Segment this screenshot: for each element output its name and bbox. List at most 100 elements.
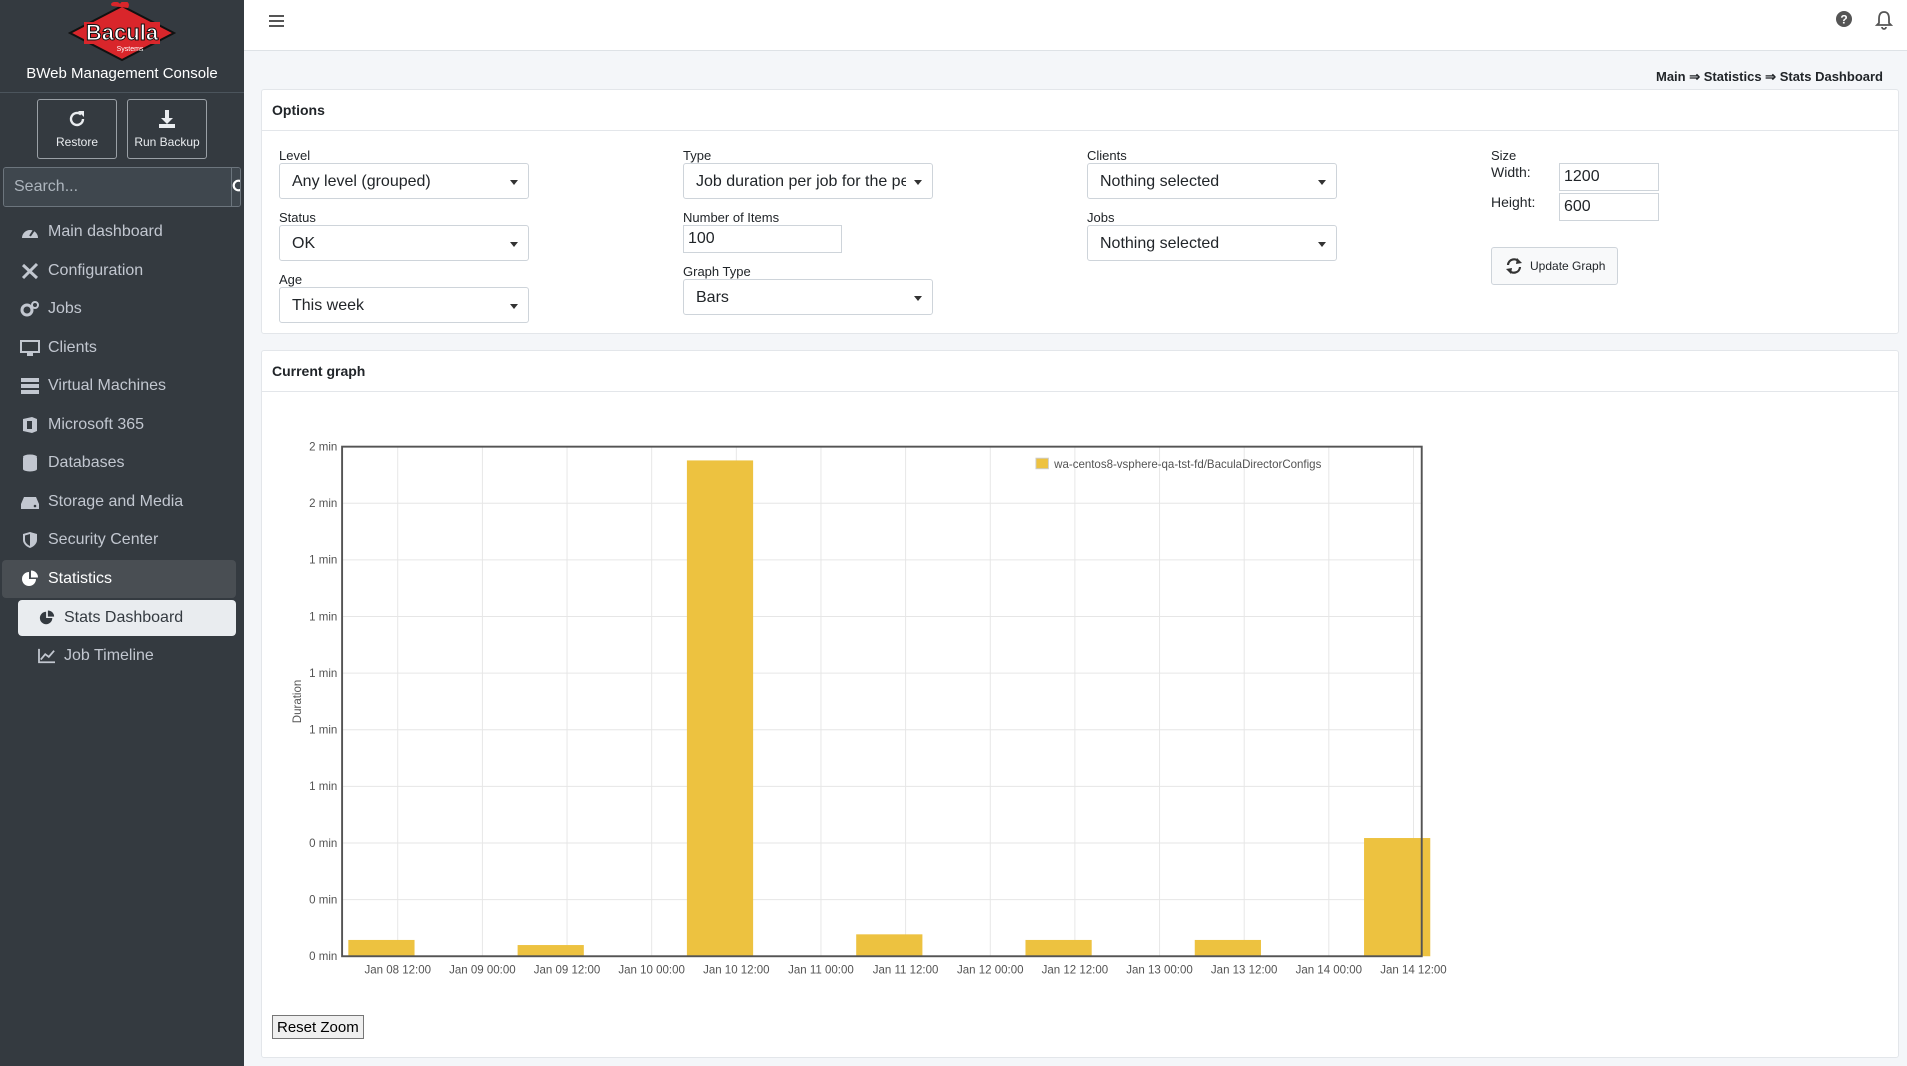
search-icon <box>232 179 240 192</box>
y-tick-label: 2 min <box>309 498 337 510</box>
update-graph-label: Update Graph <box>1530 259 1606 273</box>
topbar: ? <box>244 0 1907 51</box>
nav-microsoft-365[interactable]: Microsoft 365 <box>0 406 236 445</box>
line-chart-icon <box>38 648 55 664</box>
tools-icon <box>21 262 39 279</box>
x-tick-label: Jan 14 12:00 <box>1380 965 1447 977</box>
breadcrumb-current: Stats Dashboard <box>1779 69 1883 84</box>
run-backup-label: Run Backup <box>134 135 200 149</box>
status-label: Status <box>279 210 316 225</box>
x-tick-label: Jan 08 12:00 <box>364 965 431 977</box>
breadcrumb-separator: ⇒ <box>1761 69 1780 84</box>
nav-main-dashboard[interactable]: Main dashboard <box>0 213 236 252</box>
y-tick-label: 1 min <box>309 611 337 623</box>
search-group <box>3 167 241 207</box>
level-select[interactable]: Any level (grouped) <box>279 163 529 199</box>
nav-jobs[interactable]: Jobs <box>0 290 236 329</box>
jobs-select[interactable]: Nothing selected <box>1087 225 1337 261</box>
nav-label: Job Timeline <box>64 647 154 664</box>
y-tick-label: 1 min <box>309 668 337 680</box>
logo-area: Bacula Systems BWeb Management Console <box>0 0 244 93</box>
nav-job-timeline[interactable]: Job Timeline <box>18 638 236 674</box>
jobs-value: Nothing selected <box>1100 235 1220 252</box>
graph-card: Current graph 0 min 0 min 0 min 1 min 1 min 1… <box>261 350 1899 1058</box>
restore-button[interactable]: Restore <box>37 99 117 159</box>
graph-type-select[interactable]: Bars <box>683 279 933 315</box>
nav-clients[interactable]: Clients <box>0 329 236 368</box>
bar <box>517 945 584 957</box>
breadcrumb-statistics[interactable]: Statistics <box>1703 69 1762 84</box>
type-select[interactable]: Job duration per job for the period <box>683 163 933 199</box>
nav-label: Jobs <box>48 300 82 318</box>
y-tick-label: 2 min <box>309 442 337 454</box>
breadcrumb-separator: ⇒ <box>1685 69 1704 84</box>
x-tick-label: Jan 09 00:00 <box>449 965 516 977</box>
server-icon <box>21 378 39 395</box>
width-label: Width: <box>1491 164 1531 180</box>
caret-down-icon <box>914 180 922 185</box>
restore-label: Restore <box>55 135 99 149</box>
height-input[interactable] <box>1559 193 1659 221</box>
bacula-logo[interactable]: Bacula Systems <box>62 1 182 64</box>
type-label: Type <box>683 148 712 163</box>
bell-icon[interactable] <box>1875 10 1893 30</box>
plot-border <box>341 445 1423 958</box>
items-input[interactable] <box>683 225 842 253</box>
breadcrumb: Main ⇒ Statistics ⇒ Stats Dashboard <box>1656 69 1883 85</box>
status-select[interactable]: OK <box>279 225 529 261</box>
y-tick-label: 0 min <box>309 838 337 850</box>
sync-icon <box>1506 258 1522 274</box>
nav-label: Security Center <box>48 531 159 549</box>
status-value: OK <box>292 235 316 252</box>
hamburger-menu-icon[interactable] <box>266 10 288 32</box>
level-label: Level <box>279 148 311 163</box>
caret-down-icon <box>1318 242 1326 247</box>
clients-value: Nothing selected <box>1100 173 1220 190</box>
type-value: Job duration per job for the period <box>696 173 906 190</box>
sidebar: Bacula Systems BWeb Management Console R… <box>0 0 244 1066</box>
width-input[interactable] <box>1559 163 1659 191</box>
tachometer-icon <box>22 229 38 239</box>
sidebar-nav: Main dashboard Configuration Jobs Client… <box>0 213 244 674</box>
breadcrumb-main[interactable]: Main <box>1656 69 1686 84</box>
x-tick-label: Jan 11 00:00 <box>788 965 854 977</box>
search-input[interactable] <box>4 168 231 206</box>
pie-chart-icon <box>39 610 55 625</box>
nav-stats-dashboard[interactable]: Stats Dashboard <box>18 600 236 636</box>
y-tick-label: 1 min <box>309 555 337 567</box>
pie-chart-icon <box>22 570 38 586</box>
nav-security-center[interactable]: Security Center <box>0 521 236 560</box>
options-title: Options <box>262 90 1898 131</box>
bar <box>1364 838 1431 957</box>
bar <box>856 934 923 957</box>
bar <box>348 939 415 957</box>
run-backup-button[interactable]: Run Backup <box>127 99 207 159</box>
console-title: BWeb Management Console <box>26 65 218 82</box>
x-tick-label: Jan 13 12:00 <box>1211 965 1278 977</box>
update-graph-button[interactable]: Update Graph <box>1491 247 1619 285</box>
x-tick-label: Jan 10 00:00 <box>618 965 685 977</box>
bar-chart[interactable]: 0 min 0 min 0 min 1 min 1 min 1 min 1 min 1 min… <box>262 391 1902 986</box>
y-tick-label: 0 min <box>309 951 337 963</box>
x-tick-label: Jan 12 00:00 <box>957 965 1024 977</box>
nav-label: Configuration <box>48 261 144 279</box>
svg-text:?: ? <box>1840 13 1847 27</box>
nav-databases[interactable]: Databases <box>0 444 236 483</box>
y-tick-label: 1 min <box>309 781 337 793</box>
hdd-icon <box>21 496 39 509</box>
search-button[interactable] <box>231 168 240 206</box>
nav-label: Stats Dashboard <box>64 609 184 626</box>
nav-storage-media[interactable]: Storage and Media <box>0 483 236 522</box>
age-select[interactable]: This week <box>279 287 529 323</box>
x-tick-label: Jan 10 12:00 <box>703 965 770 977</box>
height-label: Height: <box>1491 194 1536 210</box>
clients-select[interactable]: Nothing selected <box>1087 163 1337 199</box>
reset-zoom-button[interactable]: Reset Zoom <box>272 1015 364 1039</box>
nav-statistics[interactable]: Statistics <box>2 559 236 598</box>
nav-virtual-machines[interactable]: Virtual Machines <box>0 367 236 406</box>
nav-configuration[interactable]: Configuration <box>0 252 236 291</box>
cogs-icon <box>20 301 39 317</box>
x-tick-label: Jan 11 12:00 <box>873 965 939 977</box>
logo-text: Bacula <box>86 20 159 45</box>
help-icon[interactable]: ? <box>1835 10 1853 28</box>
